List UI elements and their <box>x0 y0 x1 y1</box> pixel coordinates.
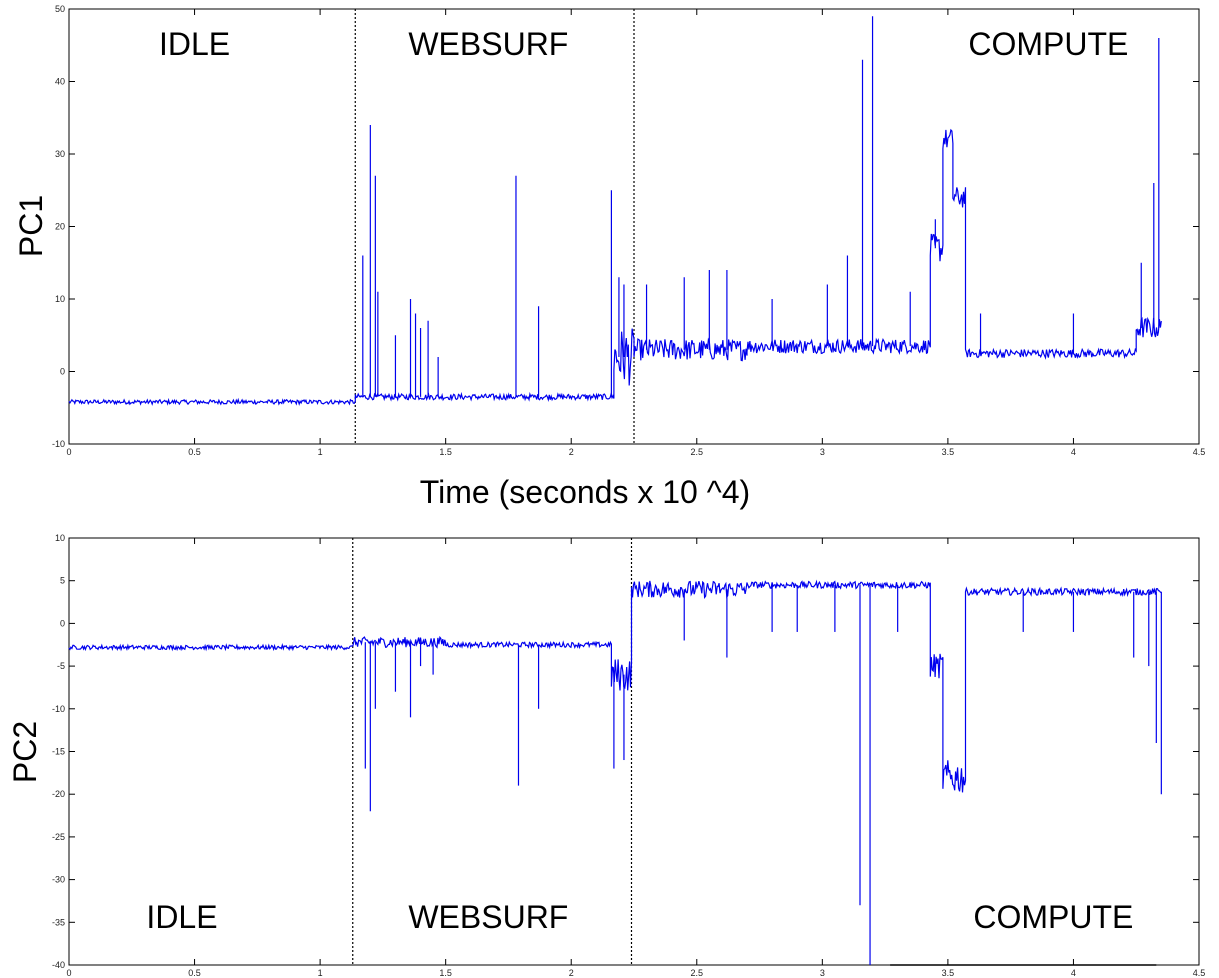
y-tick-label: 50 <box>55 4 65 14</box>
pc2-series <box>68 579 1162 965</box>
y-tick-label: -30 <box>52 875 65 885</box>
pc2-region-boundaries <box>352 538 633 965</box>
region-label-websurf: WEBSURF <box>408 899 568 935</box>
pc2-region-labels: IDLE WEBSURF COMPUTE <box>146 899 1133 935</box>
y-tick-label: -10 <box>52 704 65 714</box>
y-tick-label: 0 <box>60 618 65 628</box>
x-tick-label: 1.5 <box>439 968 452 978</box>
x-tick-label: 1.5 <box>439 447 452 457</box>
x-axis-label: Time (seconds x 10 ^4) <box>420 474 750 510</box>
x-tick-label: 0.5 <box>188 968 201 978</box>
x-tick-label: 4.5 <box>1193 447 1206 457</box>
x-tick-label: 3 <box>820 968 825 978</box>
x-tick-label: 2.5 <box>691 447 704 457</box>
x-tick-label: 4 <box>1071 447 1076 457</box>
y-tick-label: 0 <box>60 367 65 377</box>
x-tick-label: 3.5 <box>942 447 955 457</box>
pc1-series <box>68 16 1162 406</box>
x-tick-label: 4.5 <box>1193 968 1206 978</box>
y-tick-label: 30 <box>55 149 65 159</box>
region-label-compute: COMPUTE <box>968 26 1128 62</box>
series-line <box>68 579 1162 793</box>
y-tick-label: 20 <box>55 222 65 232</box>
region-label-idle: IDLE <box>146 899 217 935</box>
y-tick-label: -40 <box>52 960 65 970</box>
x-tick-label: 1 <box>318 968 323 978</box>
region-label-compute: COMPUTE <box>973 899 1133 935</box>
x-tick-label: 0 <box>66 447 71 457</box>
y-tick-label: -15 <box>52 747 65 757</box>
x-tick-label: 2 <box>569 968 574 978</box>
x-tick-label: 2 <box>569 447 574 457</box>
pc1-region-labels: IDLE WEBSURF COMPUTE <box>159 26 1128 62</box>
pc2-panel: 0 0.5 1 1.5 2 2.5 3 3.5 4 4.5 -40 -35 -30 -25 -20 -15 -1… <box>7 533 1205 978</box>
region-label-websurf: WEBSURF <box>408 26 568 62</box>
y-tick-label: 5 <box>60 576 65 586</box>
x-tick-label: 2.5 <box>691 968 704 978</box>
region-label-idle: IDLE <box>159 26 230 62</box>
pc1-y-axis-label: PC1 <box>13 195 49 257</box>
x-tick-label: 3 <box>820 447 825 457</box>
y-tick-label: -10 <box>52 439 65 449</box>
y-tick-label: -20 <box>52 789 65 799</box>
x-tick-label: 0 <box>66 968 71 978</box>
y-tick-label: 40 <box>55 77 65 87</box>
x-tick-label: 0.5 <box>188 447 201 457</box>
pc1-region-boundaries <box>354 9 635 444</box>
y-tick-label: -35 <box>52 917 65 927</box>
x-tick-label: 3.5 <box>942 968 955 978</box>
y-tick-label: -25 <box>52 832 65 842</box>
y-tick-label: 10 <box>55 533 65 543</box>
x-tick-label: 4 <box>1071 968 1076 978</box>
y-tick-label: 10 <box>55 294 65 304</box>
y-tick-label: -5 <box>57 661 65 671</box>
pc2-y-axis-label: PC2 <box>7 721 43 783</box>
x-tick-label: 1 <box>318 447 323 457</box>
pc2-axes: 0 0.5 1 1.5 2 2.5 3 3.5 4 4.5 -40 -35 -30 -25 -20 -15 -1… <box>52 533 1205 978</box>
series-line <box>68 128 1162 406</box>
